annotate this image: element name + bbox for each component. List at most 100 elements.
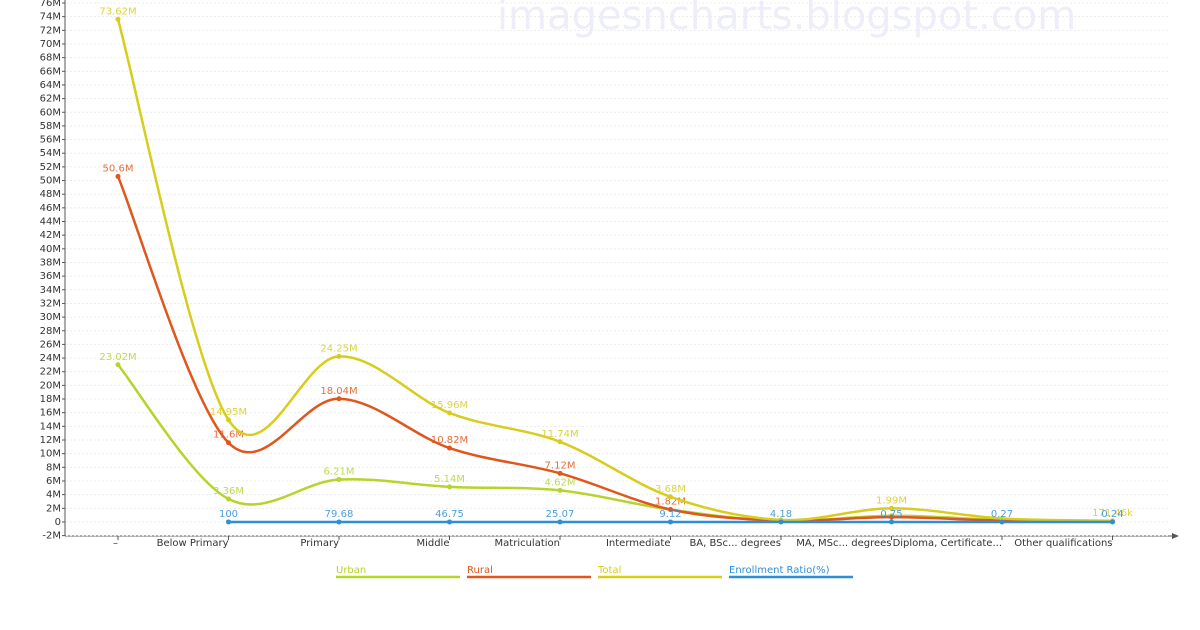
y-tick-label: 42M xyxy=(40,230,61,241)
data-label: 1.99M xyxy=(876,495,907,506)
data-point xyxy=(336,396,342,402)
y-tick-label: 26M xyxy=(40,339,61,350)
data-label: 1.82M xyxy=(655,497,686,508)
y-tick-label: 70M xyxy=(40,39,61,50)
y-tick-label: 64M xyxy=(40,80,61,91)
data-point xyxy=(889,505,894,511)
data-point xyxy=(336,353,342,359)
data-point xyxy=(336,477,342,483)
y-tick-label: 2M xyxy=(46,503,61,514)
y-tick-label: -2M xyxy=(42,531,61,542)
data-label: 11.6M xyxy=(213,430,244,441)
y-tick-label: 24M xyxy=(40,353,61,364)
y-tick-label: 8M xyxy=(46,462,61,473)
x-tick-label: Other qualifications xyxy=(1014,538,1112,549)
y-tick-label: 18M xyxy=(40,394,61,405)
data-label: 24.25M xyxy=(320,343,357,354)
y-tick-label: 28M xyxy=(40,326,61,337)
y-tick-label: 54M xyxy=(40,148,61,159)
y-tick-label: 76M xyxy=(40,0,61,9)
data-point xyxy=(999,519,1005,525)
data-label: 25.07 xyxy=(546,509,575,520)
data-point xyxy=(447,519,452,525)
x-tick-label: Below Primary xyxy=(157,538,229,549)
data-label: 100 xyxy=(219,509,238,520)
data-point xyxy=(115,16,121,22)
data-point xyxy=(226,519,231,525)
data-label: 11.74M xyxy=(541,429,578,440)
legend-label: Total xyxy=(597,565,621,576)
y-tick-label: 62M xyxy=(40,94,61,105)
data-label: 7.12M xyxy=(545,460,576,471)
x-axis-arrow xyxy=(1172,533,1179,539)
data-label: 18.04M xyxy=(320,386,357,397)
data-label: 0.75 xyxy=(880,509,902,520)
y-tick-label: 50M xyxy=(40,176,61,187)
data-label: 6.21M xyxy=(324,467,355,478)
x-tick-label: Middle xyxy=(416,538,449,549)
y-tick-label: 58M xyxy=(40,121,61,132)
data-point xyxy=(226,417,231,423)
data-point xyxy=(557,470,563,476)
x-tick-label: BA, BSc... degrees xyxy=(689,538,781,549)
y-tick-label: 52M xyxy=(40,162,61,173)
data-label: 4.62M xyxy=(545,477,576,488)
y-tick-label: 40M xyxy=(40,244,61,255)
data-label: 50.6M xyxy=(103,163,134,174)
y-tick-label: 34M xyxy=(40,285,61,296)
data-point xyxy=(668,507,673,513)
y-tick-label: 10M xyxy=(40,449,61,460)
watermark: imagesncharts.blogspot.com xyxy=(497,0,1076,39)
data-point xyxy=(115,173,121,179)
y-tick-label: 6M xyxy=(46,476,61,487)
x-tick-label: MA, MSc... degrees xyxy=(796,538,891,549)
series-line xyxy=(117,363,1113,523)
y-tick-label: 48M xyxy=(40,189,61,200)
legend-label: Rural xyxy=(467,565,493,576)
y-tick-label: 46M xyxy=(40,203,61,214)
x-tick-label: Intermediate xyxy=(606,538,671,549)
data-label: 10.82M xyxy=(431,435,468,446)
y-tick-label: 14M xyxy=(40,421,61,432)
data-point xyxy=(447,484,452,490)
y-tick-label: 38M xyxy=(40,257,61,268)
y-tick-label: 22M xyxy=(40,367,61,378)
y-tick-label: 12M xyxy=(40,435,61,446)
data-point xyxy=(226,496,231,502)
data-point xyxy=(557,519,563,525)
data-point xyxy=(778,519,784,525)
y-tick-label: 44M xyxy=(40,217,61,228)
data-point xyxy=(889,519,894,525)
data-point xyxy=(447,410,452,416)
y-tick-label: 16M xyxy=(40,408,61,419)
data-label: 3.36M xyxy=(213,486,244,497)
data-label: 73.62M xyxy=(99,6,136,17)
data-label: 79.68 xyxy=(325,509,354,520)
y-tick-label: 30M xyxy=(40,312,61,323)
x-tick-label: Matriculation xyxy=(495,538,560,549)
data-label: 171.46k xyxy=(1092,508,1133,519)
y-tick-label: 60M xyxy=(40,107,61,118)
data-point xyxy=(557,439,563,445)
y-tick-label: 74M xyxy=(40,12,61,23)
y-tick-label: 0 xyxy=(55,517,61,528)
data-point xyxy=(1110,519,1115,525)
x-tick-label: Primary xyxy=(300,538,339,549)
y-tick-label: 20M xyxy=(40,380,61,391)
data-label: 23.02M xyxy=(99,352,136,363)
data-label: 15.96M xyxy=(431,400,468,411)
data-label: 0.24 xyxy=(1101,509,1123,520)
data-point xyxy=(447,445,452,451)
data-point xyxy=(226,440,231,446)
data-label: 5.14M xyxy=(434,474,465,485)
x-tick-label: Diploma, Certificate... xyxy=(893,538,1002,549)
data-point xyxy=(336,519,342,525)
data-label: 4.18 xyxy=(770,509,792,520)
data-label: 46.75 xyxy=(435,509,464,520)
data-label: 3.68M xyxy=(655,484,686,495)
x-tick-label: – xyxy=(113,538,118,549)
y-tick-label: 56M xyxy=(40,135,61,146)
data-point xyxy=(115,362,121,368)
y-tick-label: 68M xyxy=(40,53,61,64)
